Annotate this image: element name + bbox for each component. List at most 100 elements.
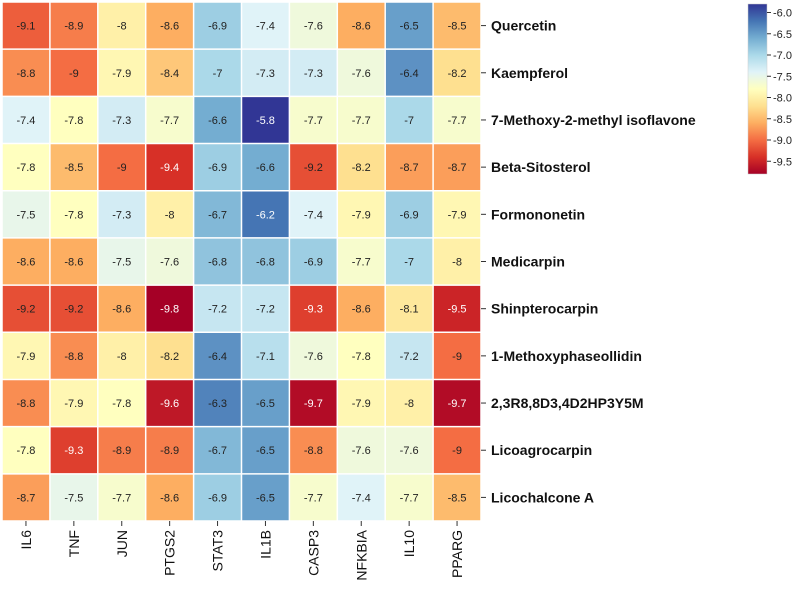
heatmap-cell-2-3r8-8d3-4d2hp3y5m-nfkbia [337,379,386,427]
cell-value-label: -6.5 [256,445,275,457]
heatmap-cell-kaempferol-tnf [49,49,98,97]
cell-value-label: -7.5 [16,209,35,221]
heatmap-cell-licoagrocarpin-ptgs2 [145,426,194,474]
cells-layer [2,2,481,521]
row-label-beta-sitosterol: Beta-Sitosterol [491,159,591,175]
cell-value-label: -8.2 [160,351,179,363]
heatmap-cell-quercetin-il1b [241,2,290,50]
cell-value-label: -7 [404,115,414,127]
cell-value-label: -7.4 [256,21,275,33]
heatmap-cell-1-methoxyphaseollidin-casp3 [289,332,338,380]
heatmap-cell-licochalcone-a-il6 [2,473,50,521]
colorbar-tick-label: -7.0 [773,50,792,62]
cell-value-label: -7.8 [352,351,371,363]
heatmap-cell-medicarpin-stat3 [193,237,242,286]
cell-value-label: -6.8 [256,257,275,269]
cell-value-label: -8.7 [400,162,419,174]
heatmap-cell-beta-sitosterol-il1b [241,143,290,191]
heatmap-cell-licoagrocarpin-tnf [49,426,98,474]
heatmap-cell-licoagrocarpin-il1b [241,426,290,474]
cell-value-label: -7.6 [160,257,179,269]
column-label-il6: IL6 [18,530,34,550]
heatmap-cell-beta-sitosterol-il6 [2,143,50,191]
column-labels: IL6 TNF JUN PTGS2 STAT3 IL1B CASP3 NFKBIA IL10 PP… [18,521,465,581]
heatmap-cell-medicarpin-jun [97,237,146,286]
cell-value-label: -7.6 [304,351,323,363]
heatmap-cell-licochalcone-a-stat3 [193,473,242,521]
cell-value-label: -8.8 [304,445,323,457]
column-label-pparg: PPARG [449,530,465,578]
cell-value-label: -7.8 [16,445,35,457]
row-label-7-methoxy-2-methyl-isoflavone: 7-Methoxy-2-methyl isoflavone [491,112,696,128]
cell-value-label: -9.8 [160,304,179,316]
heatmap-cell-formononetin-pparg [433,190,481,238]
heatmap-cell-7-methoxy-2-methyl-isoflavone-ptgs2 [145,96,194,144]
cell-value-label: -7.7 [352,115,371,127]
cell-value-label: -6.5 [400,21,419,33]
cell-value-label: -8.9 [112,445,131,457]
heatmap-cell-medicarpin-tnf [49,237,98,286]
cell-value-label: -7.7 [304,115,323,127]
heatmap-cell-shinpterocarpin-jun [97,285,146,333]
cell-value-label: -9.6 [160,398,179,410]
heatmap-cell-1-methoxyphaseollidin-tnf [49,332,98,380]
cell-value-label: -6.9 [400,209,419,221]
heatmap-cell-2-3r8-8d3-4d2hp3y5m-stat3 [193,379,242,427]
colorbar-tick-label: -8.5 [773,114,792,126]
cell-value-label: -7.3 [256,68,275,80]
cell-value-label: -7.8 [16,162,35,174]
column-label-tnf: TNF [66,530,82,557]
heatmap-cell-medicarpin-il6 [2,237,50,286]
heatmap-cell-kaempferol-nfkbia [337,49,386,97]
cell-value-label: -6.6 [256,162,275,174]
colorbar: -6.0 -6.5 -7.0 -7.5 -8.0 -8.5 -9.0 -9.5 [747,3,792,175]
colorbar-tick-label: -6.5 [773,29,792,41]
cell-value-label: -7.5 [64,492,83,504]
cell-value-label: -6.9 [208,492,227,504]
cell-value-label: -7.8 [112,398,131,410]
cell-value-label: -9.3 [64,445,83,457]
cell-value-label: -9 [69,68,79,80]
cell-value-label: -7.2 [400,351,419,363]
heatmap-cell-kaempferol-ptgs2 [145,49,194,97]
heatmap-cell-7-methoxy-2-methyl-isoflavone-il10 [385,96,434,144]
heatmap-cell-quercetin-pparg [433,2,481,50]
cell-value-label: -9 [117,162,127,174]
cell-value-label: -7.7 [352,257,371,269]
heatmap-cell-beta-sitosterol-jun [97,143,146,191]
cell-value-label: -7.6 [352,445,371,457]
heatmap-cell-7-methoxy-2-methyl-isoflavone-pparg [433,96,481,144]
cell-value-label: -7.3 [304,68,323,80]
row-label-licoagrocarpin: Licoagrocarpin [491,442,592,458]
heatmap-cell-licochalcone-a-pparg [433,473,481,521]
heatmap-cell-formononetin-nfkbia [337,190,386,238]
cell-value-label: -8.4 [160,68,179,80]
heatmap-cell-beta-sitosterol-tnf [49,143,98,191]
heatmap-cell-beta-sitosterol-casp3 [289,143,338,191]
heatmap-cell-formononetin-il1b [241,190,290,238]
cell-value-labels: -9.1 -8.9 -8 -8.6 -6.9 -7.4 -7.6 -8.6 -6.5 -8.5 -8… [16,21,466,505]
cell-value-label: -6.2 [256,209,275,221]
heatmap-cell-licoagrocarpin-casp3 [289,426,338,474]
heatmap-cell-medicarpin-pparg [433,237,481,286]
heatmap-cell-medicarpin-nfkbia [337,237,386,286]
heatmap-cell-shinpterocarpin-pparg [433,285,481,333]
heatmap-cell-kaempferol-il6 [2,49,50,97]
cell-value-label: -7.7 [304,492,323,504]
heatmap-cell-licochalcone-a-nfkbia [337,473,386,521]
heatmap-cell-kaempferol-stat3 [193,49,242,97]
heatmap-cell-quercetin-nfkbia [337,2,386,50]
cell-value-label: -7.9 [352,398,371,410]
cell-value-label: -8.7 [448,162,467,174]
cell-value-label: -8.9 [160,445,179,457]
cell-value-label: -9.5 [448,304,467,316]
cell-value-label: -8 [404,398,414,410]
cell-value-label: -7.8 [64,209,83,221]
cell-value-label: -7.9 [64,398,83,410]
cell-value-label: -9.2 [304,162,323,174]
cell-value-label: -9.3 [304,304,323,316]
heatmap-cell-licoagrocarpin-il10 [385,426,434,474]
heatmap-cell-formononetin-ptgs2 [145,190,194,238]
colorbar-tick-label: -8.0 [773,93,792,105]
cell-value-label: -7.3 [112,115,131,127]
